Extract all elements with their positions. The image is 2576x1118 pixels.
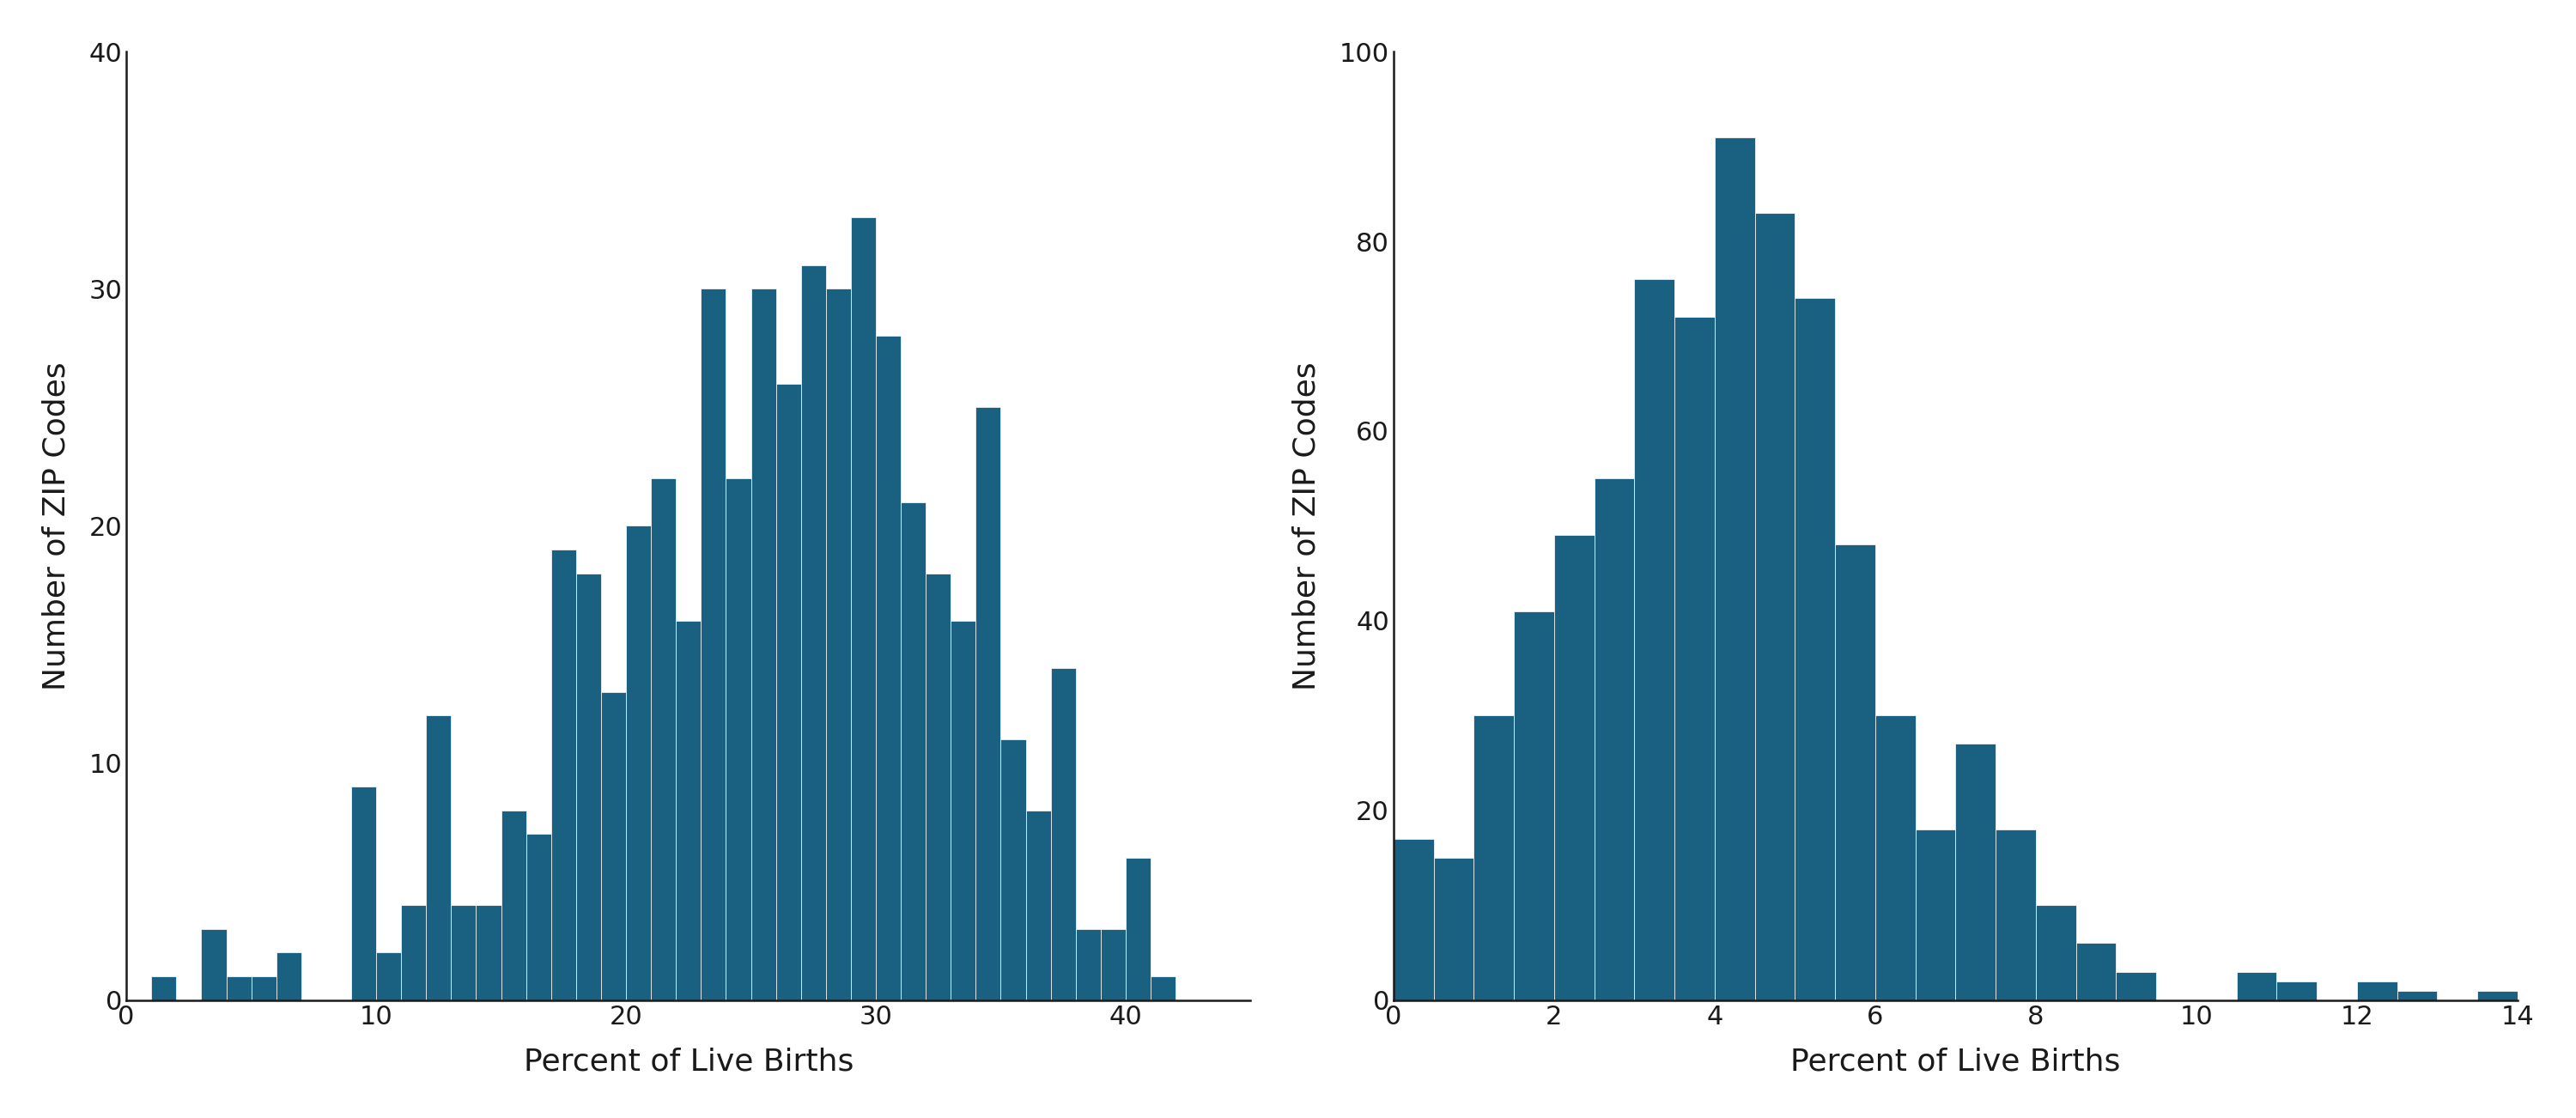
Y-axis label: Number of ZIP Codes: Number of ZIP Codes bbox=[41, 361, 72, 690]
Bar bbox=[1126, 858, 1151, 1001]
Bar bbox=[350, 787, 376, 1001]
Bar bbox=[1051, 669, 1077, 1001]
Bar bbox=[999, 739, 1025, 1001]
Bar bbox=[1754, 212, 1795, 1001]
Bar bbox=[477, 906, 502, 1001]
Bar bbox=[726, 479, 752, 1001]
Bar bbox=[1996, 830, 2035, 1001]
Bar bbox=[551, 550, 577, 1001]
Bar bbox=[675, 620, 701, 1001]
Bar bbox=[2236, 972, 2277, 1001]
Bar bbox=[2398, 991, 2437, 1001]
Bar bbox=[850, 218, 876, 1001]
X-axis label: Percent of Live Births: Percent of Live Births bbox=[1790, 1048, 2120, 1077]
Bar bbox=[2478, 991, 2517, 1001]
Bar bbox=[577, 574, 600, 1001]
Bar bbox=[1435, 858, 1473, 1001]
Bar bbox=[1795, 299, 1834, 1001]
Bar bbox=[2357, 982, 2398, 1001]
Bar bbox=[876, 337, 902, 1001]
Bar bbox=[451, 906, 477, 1001]
Bar bbox=[1595, 479, 1633, 1001]
Bar bbox=[1917, 830, 1955, 1001]
Bar bbox=[1515, 612, 1553, 1001]
Bar bbox=[152, 976, 175, 1001]
Y-axis label: Number of ZIP Codes: Number of ZIP Codes bbox=[1293, 361, 1321, 690]
Bar bbox=[752, 288, 775, 1001]
Bar bbox=[1633, 280, 1674, 1001]
Bar bbox=[626, 525, 652, 1001]
Bar bbox=[801, 265, 827, 1001]
Bar bbox=[652, 479, 675, 1001]
Bar bbox=[976, 407, 999, 1001]
Bar bbox=[402, 906, 425, 1001]
Bar bbox=[1100, 929, 1126, 1001]
Bar bbox=[252, 976, 276, 1001]
Bar bbox=[201, 929, 227, 1001]
Bar bbox=[276, 953, 301, 1001]
Bar bbox=[376, 953, 402, 1001]
Bar bbox=[1674, 318, 1716, 1001]
Bar bbox=[1077, 929, 1100, 1001]
Bar bbox=[902, 502, 925, 1001]
Bar bbox=[2277, 982, 2316, 1001]
Bar bbox=[1716, 138, 1754, 1001]
Bar bbox=[827, 288, 850, 1001]
Bar bbox=[227, 976, 252, 1001]
Bar bbox=[1955, 743, 1996, 1001]
Bar bbox=[1834, 544, 1875, 1001]
Bar bbox=[526, 834, 551, 1001]
Bar bbox=[1249, 976, 1275, 1001]
Bar bbox=[1025, 811, 1051, 1001]
Bar bbox=[1553, 536, 1595, 1001]
Bar bbox=[600, 692, 626, 1001]
Bar bbox=[502, 811, 526, 1001]
Bar bbox=[701, 288, 726, 1001]
Bar bbox=[2076, 944, 2115, 1001]
Bar bbox=[1473, 716, 1515, 1001]
Bar bbox=[1875, 716, 1917, 1001]
Bar bbox=[775, 383, 801, 1001]
Bar bbox=[925, 574, 951, 1001]
Bar bbox=[1394, 838, 1435, 1001]
X-axis label: Percent of Live Births: Percent of Live Births bbox=[523, 1048, 853, 1077]
Bar bbox=[425, 716, 451, 1001]
Bar bbox=[1151, 976, 1175, 1001]
Bar bbox=[951, 620, 976, 1001]
Bar bbox=[2035, 906, 2076, 1001]
Bar bbox=[2115, 972, 2156, 1001]
